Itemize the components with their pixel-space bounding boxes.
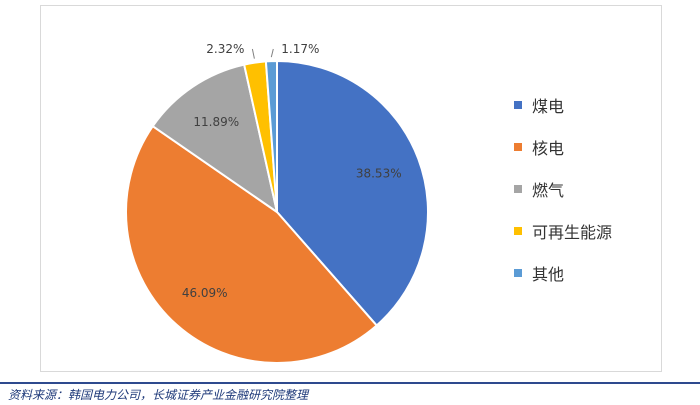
slice-value-label-4: 2.32% bbox=[206, 42, 244, 56]
pie-slice-1 bbox=[276, 59, 429, 327]
legend-item-1: 煤电 bbox=[514, 84, 612, 126]
pie-slices bbox=[124, 59, 429, 364]
legend-label: 煤电 bbox=[532, 97, 565, 116]
pie-labels: 38.53% 46.09% 11.89% 2.32% 1.17% bbox=[182, 42, 402, 300]
slice-value-label-2: 46.09% bbox=[182, 286, 228, 300]
legend-item-5: 其他 bbox=[514, 252, 612, 294]
legend-swatch bbox=[514, 227, 522, 235]
legend-item-2: 核电 bbox=[514, 126, 612, 168]
pie-slice-2 bbox=[124, 124, 379, 364]
source-divider bbox=[0, 382, 700, 384]
slice-value-label-3: 11.89% bbox=[193, 115, 239, 129]
legend-label: 其他 bbox=[532, 265, 565, 284]
source-note: 资料来源：韩国电力公司，长城证券产业金融研究院整理 bbox=[8, 388, 309, 402]
legend-label: 核电 bbox=[532, 139, 565, 158]
slice-value-label-5: 1.17% bbox=[281, 42, 319, 56]
legend-swatch bbox=[514, 269, 522, 277]
legend-label: 可再生能源 bbox=[532, 223, 613, 242]
pie-slice-5 bbox=[264, 59, 278, 213]
leader-line-5 bbox=[270, 48, 274, 58]
legend-swatch bbox=[514, 101, 522, 109]
slice-value-label-1: 38.53% bbox=[356, 167, 402, 181]
legend-item-4: 可再生能源 bbox=[514, 210, 612, 252]
legend-swatch bbox=[514, 185, 522, 193]
pie-slice-3 bbox=[151, 63, 279, 215]
leader-line-4 bbox=[251, 48, 255, 59]
legend-label: 燃气 bbox=[532, 181, 565, 200]
legend-item-3: 燃气 bbox=[514, 168, 612, 210]
legend-swatch bbox=[514, 143, 522, 151]
legend: 煤电核电燃气可再生能源其他 bbox=[514, 84, 612, 294]
